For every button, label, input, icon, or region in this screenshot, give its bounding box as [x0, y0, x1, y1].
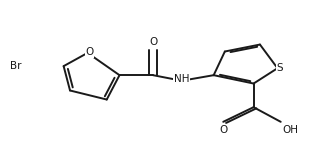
Text: O: O	[219, 125, 227, 135]
Text: O: O	[149, 37, 157, 47]
Text: OH: OH	[282, 125, 298, 135]
Text: Br: Br	[10, 61, 22, 71]
Text: O: O	[85, 47, 93, 57]
Text: S: S	[277, 62, 283, 73]
Text: NH: NH	[174, 74, 190, 84]
